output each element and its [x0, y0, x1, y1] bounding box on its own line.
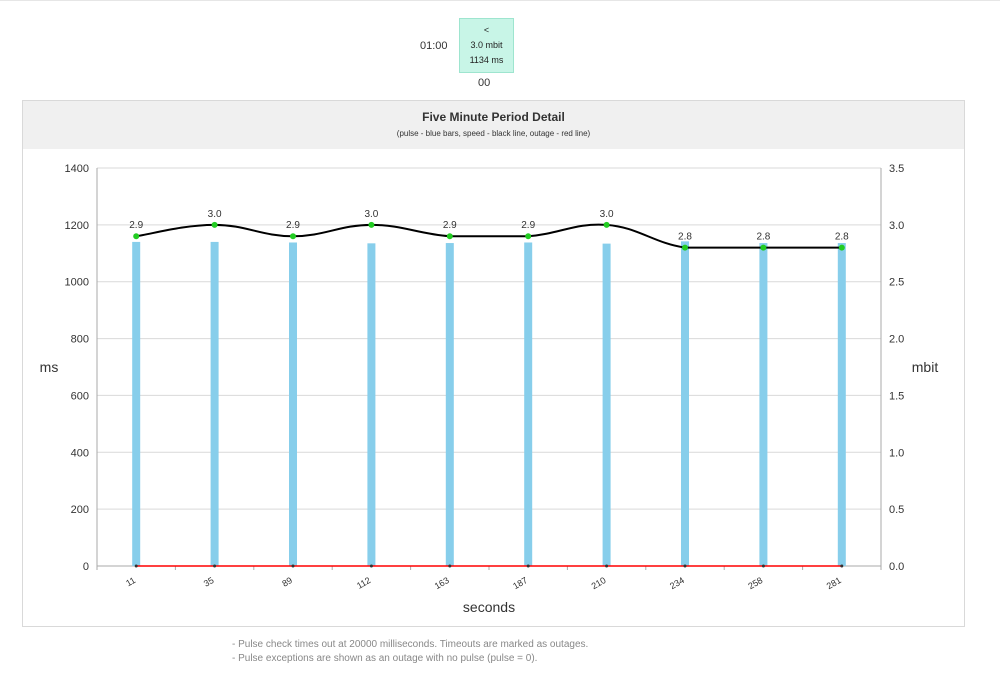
period-sub-label: 00: [478, 77, 491, 89]
speed-point: [446, 233, 453, 240]
x-tick-label: 187: [511, 575, 529, 591]
pulse-bar: [367, 243, 376, 567]
x-tick-label: 35: [202, 575, 216, 589]
summary-pulse: 1134 ms: [469, 55, 504, 65]
top-divider: [0, 0, 1000, 1]
speed-data-label: 2.8: [835, 232, 849, 243]
x-tick-label: 163: [433, 575, 451, 591]
speed-point: [133, 233, 140, 240]
pulse-bar: [289, 242, 297, 567]
notes: - Pulse check times out at 20000 millise…: [232, 638, 588, 666]
speed-point: [838, 244, 845, 251]
note-exceptions: - Pulse exceptions are shown as an outag…: [232, 653, 538, 664]
y-tick-label-left: 1200: [65, 220, 89, 232]
speed-data-label: 2.8: [678, 232, 692, 243]
speed-line: [136, 223, 842, 249]
pulse-bar: [759, 243, 768, 566]
outage-point: [683, 564, 687, 568]
y-axis-title-right: mbit: [912, 359, 939, 375]
outage-point: [291, 564, 295, 568]
y-tick-label-left: 0: [83, 561, 89, 573]
chart-canvas: 0 0.0 200 0.5 400 1.0 600 1.5 800 2.0 1000 2.5 1200 3…: [40, 163, 939, 615]
x-tick-label: 11: [124, 575, 137, 588]
pulse-bar: [681, 241, 689, 567]
speed-data-label: 2.9: [443, 220, 457, 231]
chart-header: Five Minute Period Detail (pulse - blue …: [23, 101, 964, 149]
note-timeout: - Pulse check times out at 20000 millise…: [232, 639, 589, 650]
chart-subtitle: (pulse - blue bars, speed - black line, …: [396, 129, 591, 138]
x-tick-label: 210: [590, 575, 608, 591]
speed-point: [211, 221, 218, 228]
x-tick-label: 258: [746, 575, 764, 591]
pulse-bar: [132, 241, 141, 566]
speed-data-label: 2.8: [756, 232, 770, 243]
previous-arrow-icon[interactable]: <: [483, 25, 490, 35]
summary-speed: 3.0 mbit: [470, 40, 503, 50]
x-tick-label: 89: [280, 575, 294, 589]
y-tick-label-left: 800: [71, 334, 89, 346]
y-tick-label-left: 600: [71, 390, 89, 402]
y-tick-label-left: 400: [71, 447, 89, 459]
x-tick-label: 281: [825, 575, 843, 591]
y-tick-label-right: 2.0: [889, 334, 904, 346]
outage-point: [761, 564, 765, 568]
x-tick-label: 112: [355, 575, 372, 591]
x-axis-title: seconds: [463, 599, 515, 615]
y-tick-label-left: 200: [71, 504, 89, 516]
speed-point: [368, 221, 375, 228]
y-tick-label-right: 0.5: [889, 504, 904, 516]
y-tick-label-right: 2.5: [889, 277, 904, 289]
pulse-bar: [445, 243, 454, 566]
speed-point: [603, 221, 610, 228]
outage-point: [448, 564, 452, 568]
speed-point: [682, 244, 688, 251]
pulse-bar: [210, 241, 219, 566]
y-tick-label-left: 1000: [65, 277, 89, 289]
speed-point: [760, 244, 767, 251]
speed-data-label: 3.0: [600, 209, 614, 220]
pulse-bar: [524, 242, 533, 567]
y-tick-label-left: 1400: [65, 163, 89, 175]
chart-title: Five Minute Period Detail: [422, 110, 565, 124]
speed-data-label: 2.9: [286, 220, 300, 231]
y-tick-label-right: 0.0: [889, 561, 904, 573]
speed-data-label: 3.0: [208, 209, 222, 220]
outage-point: [134, 564, 138, 568]
y-tick-label-right: 1.5: [889, 390, 904, 402]
outage-point: [840, 564, 844, 568]
outage-point: [213, 564, 217, 568]
y-tick-label-right: 3.0: [889, 220, 904, 232]
speed-point: [290, 233, 296, 240]
speed-point: [525, 233, 532, 240]
speed-data-label: 3.0: [364, 209, 378, 220]
outage-point: [369, 564, 373, 568]
outage-point: [605, 564, 609, 568]
y-tick-label-right: 3.5: [889, 163, 904, 175]
outage-point: [526, 564, 530, 568]
y-axis-title-left: ms: [40, 359, 59, 375]
period-summary-tile[interactable]: < 3.0 mbit 1134 ms: [459, 18, 514, 73]
chart-panel: Five Minute Period Detail (pulse - blue …: [22, 100, 965, 627]
y-tick-label-right: 1.0: [889, 447, 904, 459]
time-label: 01:00: [420, 40, 448, 52]
pulse-bar: [837, 243, 846, 566]
speed-data-label: 2.9: [129, 220, 143, 231]
x-tick-label: 234: [668, 575, 686, 591]
pulse-bar: [602, 243, 611, 566]
speed-data-label: 2.9: [521, 220, 535, 231]
